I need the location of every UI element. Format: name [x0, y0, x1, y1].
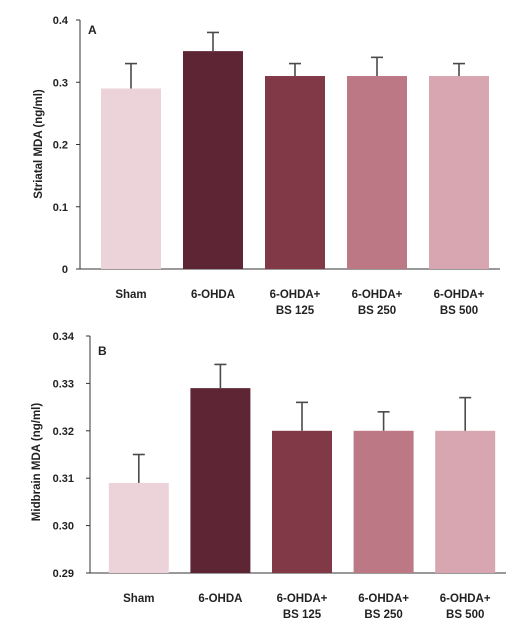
panel-b-bar: [435, 430, 496, 573]
panel-b-y-tick-label: 0.31: [53, 473, 74, 485]
panel-b-chart: B Midbrain MDA (ng/ml) 0.29 0.30 0.31 0.32 0…: [31, 331, 506, 619]
panel-b-category-label: 6-OHDA+: [358, 593, 409, 605]
panel-a-y-tick-label: 0: [62, 264, 68, 276]
panel-b-category-label: BS 500: [446, 609, 484, 619]
panel-b-bar: [272, 430, 332, 573]
panel-a-label: A: [88, 23, 97, 37]
panel-a-category-label: BS 500: [440, 305, 478, 317]
panel-b-y-tick-label: 0.34: [53, 331, 75, 343]
panel-a-y-tick-label: 0.2: [53, 140, 68, 152]
panel-a-bar: [183, 51, 243, 269]
panel-a-chart: A Striatal MDA (ng/ml) 0 0.1 0.2 0.3 0.4 Sham…: [33, 15, 500, 317]
panel-b-category-label: BS 125: [283, 609, 322, 619]
panel-a-category-label: 6-OHDA+: [434, 289, 485, 301]
panel-b-category-label: BS 250: [364, 609, 402, 619]
panel-a-category-label: BS 125: [276, 305, 315, 317]
panel-a-category-label: Sham: [115, 289, 146, 301]
panel-a-bar: [429, 76, 489, 270]
panel-a-category-label: 6-OHDA: [191, 289, 235, 301]
panel-a-bar: [347, 76, 407, 270]
panel-a-y-axis-label: Striatal MDA (ng/ml): [33, 89, 45, 199]
panel-b-y-tick-label: 0.32: [53, 426, 74, 438]
panel-a-bar: [101, 88, 161, 269]
panel-b-bar: [190, 388, 251, 573]
panel-a-y-tick-label: 0.4: [53, 15, 69, 27]
panel-a-category-label: BS 250: [358, 305, 396, 317]
panel-b-y-tick-label: 0.29: [53, 568, 74, 580]
panel-a-category-label: 6-OHDA+: [270, 289, 321, 301]
panel-b-bar: [108, 482, 169, 573]
panel-a-category-label: 6-OHDA+: [352, 289, 403, 301]
panel-a-y-tick-label: 0.1: [53, 202, 68, 214]
panel-a-y-tick-label: 0.3: [53, 77, 68, 89]
panel-b-y-tick-label: 0.33: [53, 378, 74, 390]
panel-b-category-label: 6-OHDA+: [277, 593, 328, 605]
panel-b-category-label: 6-OHDA: [198, 593, 242, 605]
panel-b-y-tick-label: 0.30: [53, 521, 74, 533]
panel-b-label: B: [98, 344, 107, 358]
panel-b-category-label: 6-OHDA+: [440, 593, 491, 605]
panel-a-bar: [265, 76, 325, 270]
panel-b-category-label: Sham: [123, 593, 154, 605]
panel-b-bar: [353, 430, 414, 573]
panel-b-y-axis-label: Midbrain MDA (ng/ml): [31, 403, 43, 522]
